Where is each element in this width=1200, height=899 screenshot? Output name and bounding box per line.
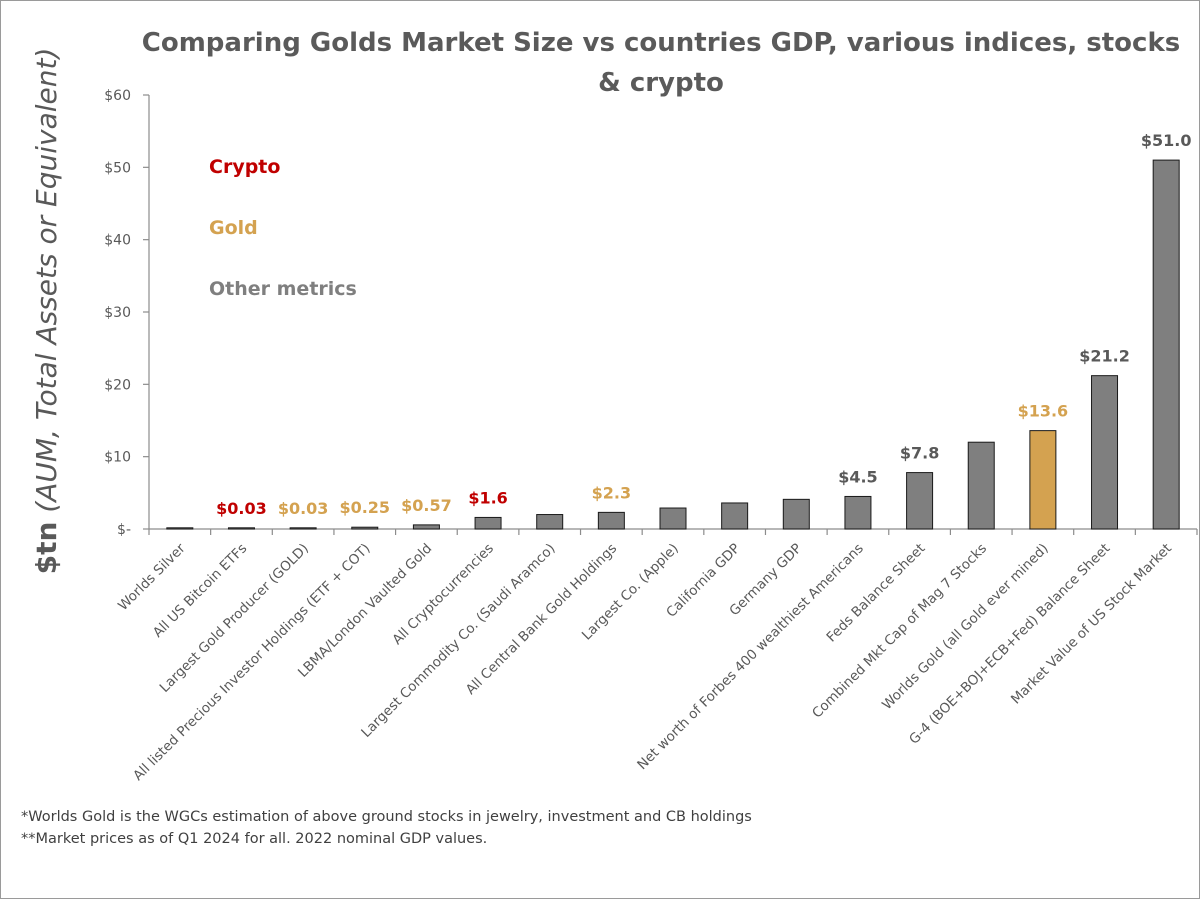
bar	[967, 441, 995, 530]
axes: $- $10 $20 $30 $40 $50 $60	[104, 88, 1198, 538]
x-tick-label: All listed Precious Investor Holdings (E…	[130, 541, 373, 784]
bar	[597, 511, 625, 530]
y-tick-label: $30	[104, 305, 131, 321]
bar	[227, 527, 255, 530]
data-label: $0.25	[339, 498, 390, 517]
x-tick-label: Net worth of Forbes 400 wealthiest Ameri…	[634, 541, 867, 774]
data-label: $1.6	[468, 488, 507, 507]
data-label: $13.6	[1018, 402, 1069, 421]
data-label: $7.8	[900, 444, 939, 463]
legend-other-metrics: Other metrics	[209, 278, 357, 300]
y-tick-label: $20	[104, 377, 131, 393]
bar	[536, 514, 564, 530]
y-axis-label-desc: (AUM, Total Assets or Equivalent)	[30, 48, 63, 522]
legend-gold: Gold	[209, 217, 258, 239]
y-tick-label: $40	[104, 233, 131, 249]
bar	[1091, 375, 1119, 530]
bar	[474, 516, 502, 530]
bar	[782, 498, 810, 530]
y-tick-label: $10	[104, 450, 131, 466]
legend-crypto: Crypto	[209, 156, 280, 178]
chart-title-line-1: Comparing Golds Market Size vs countries…	[142, 28, 1180, 58]
data-label: $0.57	[401, 496, 452, 515]
data-label: $4.5	[838, 467, 877, 486]
footnote-2: **Market prices as of Q1 2024 for all. 2…	[21, 831, 488, 847]
bar	[1152, 159, 1180, 530]
bar	[412, 524, 440, 530]
data-label: $51.0	[1141, 131, 1192, 150]
y-axis-label: $tn (AUM, Total Assets or Equivalent)	[30, 48, 63, 575]
y-tick-label: $50	[104, 160, 131, 176]
legend: Crypto Gold Other metrics	[209, 156, 357, 300]
bar	[166, 527, 194, 530]
x-tick-label: All Cryptocurrencies	[389, 541, 497, 649]
data-label: $0.03	[278, 499, 329, 518]
data-label: $0.03	[216, 499, 267, 518]
y-axis-label-unit: $tn	[30, 522, 63, 575]
bar	[844, 495, 872, 530]
bar	[351, 526, 379, 530]
footnote-1: *Worlds Gold is the WGCs estimation of a…	[21, 809, 752, 825]
bar	[659, 507, 687, 530]
bar	[1029, 430, 1057, 530]
data-label: $2.3	[592, 483, 631, 502]
y-tick-label: $-	[117, 522, 131, 538]
chart-title-line-2: & crypto	[598, 68, 724, 98]
data-labels: $0.03 $0.03 $0.25 $0.57 $1.6 $2.3 $4.5 $7.8 $13.…	[216, 131, 1191, 518]
bar	[721, 502, 749, 530]
data-label: $21.2	[1079, 347, 1130, 366]
y-tick-label: $60	[104, 88, 131, 104]
bar	[906, 472, 934, 530]
bars	[166, 159, 1180, 530]
bar	[289, 527, 317, 530]
